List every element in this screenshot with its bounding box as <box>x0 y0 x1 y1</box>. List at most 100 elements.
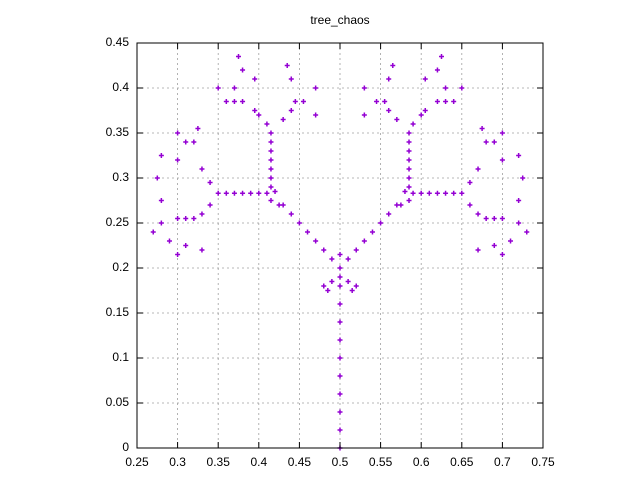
x-tick-label: 0.5 <box>332 455 349 469</box>
data-point <box>268 139 274 145</box>
data-point <box>231 85 237 91</box>
data-point <box>475 166 481 172</box>
data-point <box>406 130 412 136</box>
data-point <box>467 202 473 208</box>
data-point <box>296 220 302 226</box>
data-point <box>524 229 530 235</box>
data-point <box>516 220 522 226</box>
data-point <box>479 126 485 131</box>
data-point <box>325 288 331 293</box>
data-point <box>491 139 497 145</box>
data-point <box>207 180 213 185</box>
data-point <box>475 247 481 253</box>
data-point <box>459 190 465 196</box>
data-point <box>390 63 396 68</box>
data-point <box>345 256 351 262</box>
data-point <box>491 243 497 248</box>
data-point <box>337 283 343 289</box>
data-point <box>337 409 343 415</box>
data-point <box>467 180 473 185</box>
data-point <box>199 166 205 172</box>
data-point <box>215 85 221 91</box>
data-point <box>284 63 290 68</box>
data-point <box>166 238 172 244</box>
y-tick-label: 0 <box>122 440 129 454</box>
data-point <box>252 108 258 113</box>
data-point <box>361 238 367 244</box>
data-point <box>386 76 392 82</box>
data-point <box>215 190 221 196</box>
data-point <box>183 216 189 221</box>
x-tick-label: 0.75 <box>531 455 555 469</box>
data-point <box>434 190 440 196</box>
data-point <box>268 184 274 190</box>
data-point <box>337 265 343 271</box>
data-point <box>483 216 489 221</box>
x-tick-label: 0.65 <box>450 455 474 469</box>
data-point <box>268 130 274 136</box>
data-point <box>158 198 164 203</box>
data-point <box>410 190 416 196</box>
data-point <box>183 243 189 248</box>
x-tick-label: 0.45 <box>288 455 312 469</box>
data-point <box>443 190 449 196</box>
data-point <box>491 216 497 221</box>
data-point <box>175 157 181 163</box>
data-point <box>422 108 428 113</box>
data-point <box>434 67 440 73</box>
data-point <box>158 220 164 226</box>
data-point <box>288 211 294 217</box>
data-point <box>337 274 343 280</box>
data-point <box>406 198 412 203</box>
data-point <box>268 198 274 203</box>
data-point <box>223 190 229 196</box>
data-point <box>349 288 355 293</box>
data-point <box>382 99 388 104</box>
y-tick-label: 0.4 <box>112 80 129 94</box>
data-point <box>345 279 351 284</box>
data-point <box>240 190 246 196</box>
data-point <box>337 427 343 433</box>
data-point <box>483 139 489 145</box>
data-point <box>321 283 327 289</box>
data-point <box>313 238 319 244</box>
data-point <box>353 247 359 253</box>
data-point <box>150 229 156 235</box>
data-point <box>183 139 189 145</box>
data-point <box>475 211 481 217</box>
data-point <box>402 189 408 194</box>
data-point <box>406 166 412 172</box>
data-point <box>499 157 505 163</box>
data-point <box>439 54 444 59</box>
x-tick-label: 0.55 <box>369 455 393 469</box>
data-point <box>207 202 213 208</box>
data-point <box>520 175 526 181</box>
data-point <box>321 247 327 253</box>
data-point <box>418 190 424 196</box>
data-point <box>199 211 205 217</box>
data-point <box>394 117 400 122</box>
data-point <box>353 283 359 289</box>
data-point <box>252 76 258 82</box>
data-point <box>292 99 298 104</box>
data-point <box>337 252 343 257</box>
data-point <box>443 99 449 104</box>
data-point <box>337 355 343 361</box>
data-point <box>329 279 335 284</box>
data-point <box>199 247 205 253</box>
data-point <box>288 76 294 82</box>
data-point <box>195 126 201 131</box>
data-point <box>268 148 274 154</box>
data-point <box>386 211 392 217</box>
data-point <box>434 99 440 104</box>
data-point <box>386 108 392 113</box>
data-point <box>418 112 424 118</box>
y-tick-label: 0.15 <box>106 305 130 319</box>
y-tick-label: 0.45 <box>106 35 130 49</box>
data-point <box>369 229 375 235</box>
y-tick-label: 0.25 <box>106 215 130 229</box>
data-point <box>406 157 412 163</box>
data-point <box>256 190 262 196</box>
y-tick-label: 0.35 <box>106 125 130 139</box>
data-point <box>398 202 404 208</box>
